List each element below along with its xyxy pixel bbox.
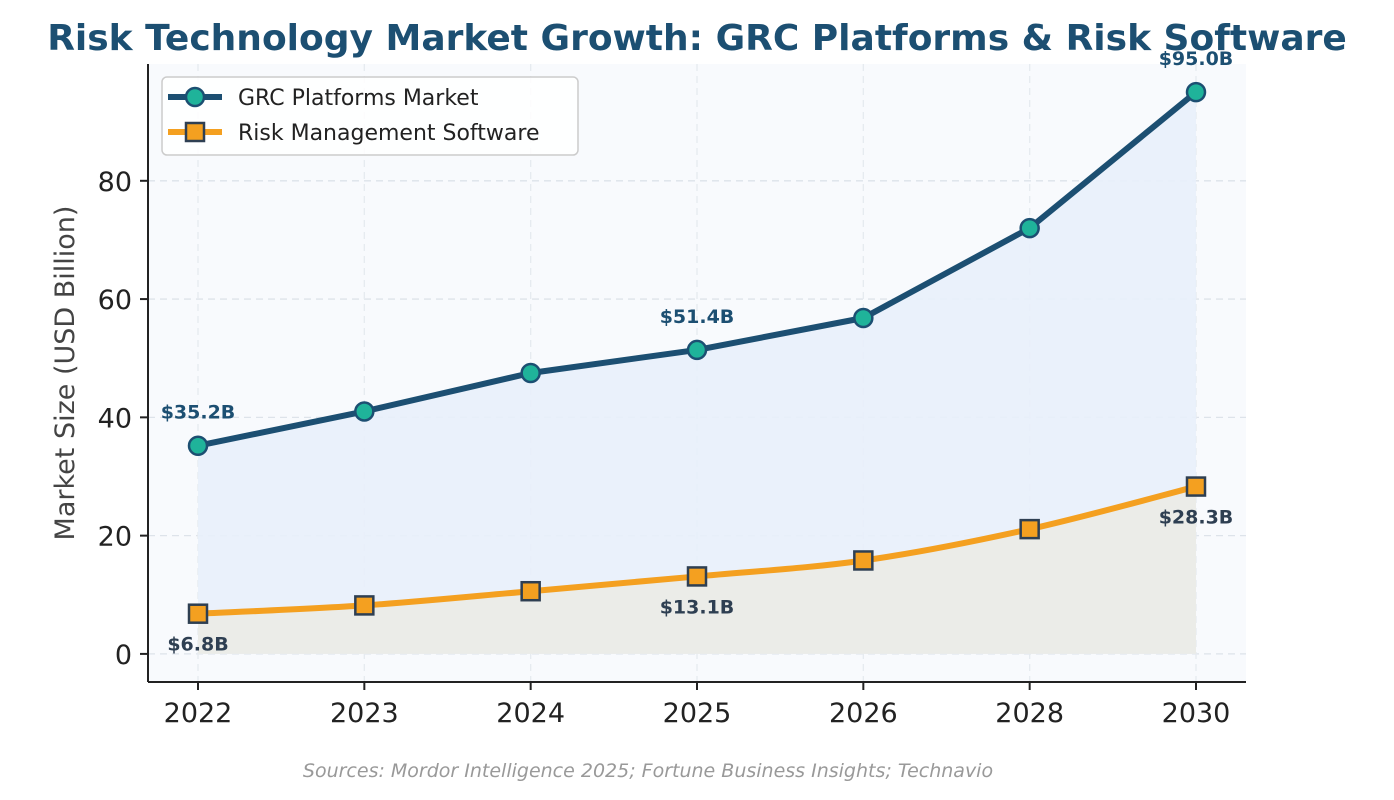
legend-swatch-marker-2	[184, 121, 206, 143]
series-2-point-2023	[354, 595, 375, 616]
y-axis-label: Market Size (USD Billion)	[50, 206, 81, 541]
series-1-point-2025	[686, 339, 708, 361]
series-1-point-2028	[1019, 217, 1040, 239]
series-1-data-label-2030: $95.0B	[1159, 48, 1234, 70]
x-tick-label-2026: 2026	[829, 698, 898, 729]
y-tick-label-60: 60	[98, 285, 132, 316]
chart-title: Risk Technology Market Growth: GRC Platf…	[47, 18, 1347, 59]
series-2-data-label-2025: $13.1B	[660, 596, 735, 618]
legend-swatch-marker-1	[184, 86, 206, 108]
series-1-area-fill	[198, 92, 1196, 654]
legend-box	[161, 76, 579, 156]
x-tick-label-2023: 2023	[330, 698, 399, 729]
series-2-area-fill	[198, 486, 1196, 654]
series-2-point-2025	[686, 566, 708, 587]
y-tick-label-80: 80	[98, 167, 132, 198]
series-2-data-label-2022: $6.8B	[167, 634, 228, 656]
x-tick-label-2022: 2022	[164, 698, 233, 729]
series-2-point-2026	[853, 550, 874, 571]
source-note: Sources: Mordor Intelligence 2025; Fortu…	[303, 760, 993, 782]
x-tick-label-2025: 2025	[663, 698, 732, 729]
series-1-point-2022	[187, 435, 209, 456]
series-1-point-2030	[1185, 81, 1207, 103]
legend-label-1: GRC Platforms Market	[238, 86, 479, 111]
y-tick-label-0: 0	[115, 640, 132, 671]
x-tick-label-2030: 2030	[1162, 698, 1231, 729]
series-2-point-2024	[520, 580, 541, 602]
series-2-point-2028	[1019, 518, 1040, 540]
series-1-point-2023	[354, 401, 375, 422]
y-tick-label-20: 20	[98, 522, 132, 553]
series-1-point-2026	[853, 307, 874, 329]
plot-area: $35.2B $51.4B $95.0B $6.8B $13.1B $28.3B 0 20 40…	[98, 48, 1246, 729]
y-tick-label-40: 40	[98, 403, 132, 434]
series-1-data-label-2022: $35.2B	[161, 402, 236, 424]
series-2-point-2022	[187, 603, 209, 624]
x-tick-label-2028: 2028	[995, 698, 1064, 729]
series-1-data-label-2025: $51.4B	[660, 306, 735, 328]
series-2-data-label-2030: $28.3B	[1159, 507, 1234, 529]
series-1-point-2024	[520, 362, 541, 384]
x-tick-label-2024: 2024	[496, 698, 565, 729]
legend-label-2: Risk Management Software	[238, 121, 540, 146]
series-2-point-2030	[1185, 476, 1207, 497]
